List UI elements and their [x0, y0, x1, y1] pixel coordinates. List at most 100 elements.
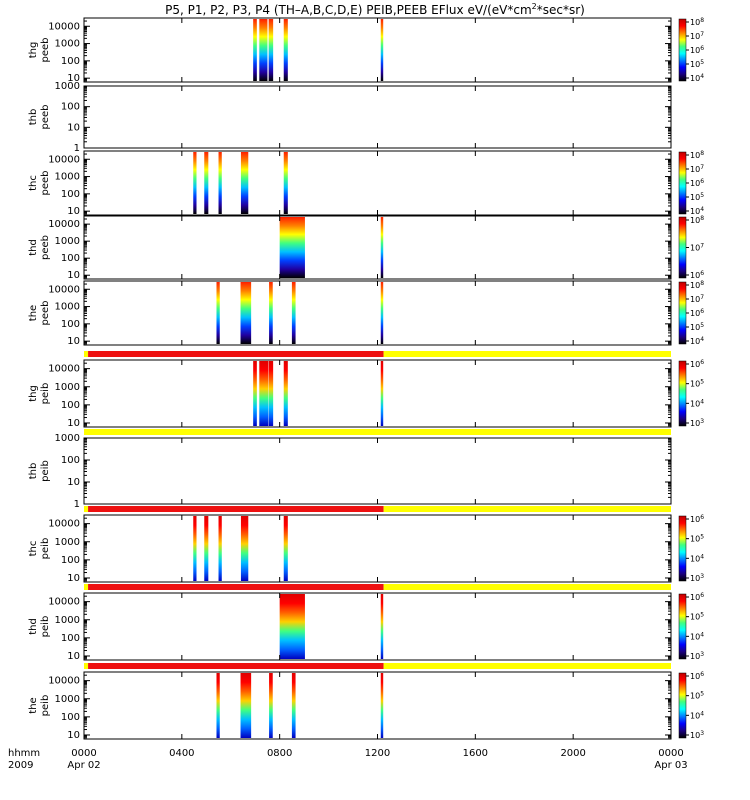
panel-ylabel-probe: thd	[28, 618, 39, 635]
y-tick-label: 1000	[55, 537, 80, 548]
colorbar-tick-label: 106	[690, 514, 704, 524]
state-bar-segment	[88, 584, 384, 590]
colorbar-exponent: 7	[700, 31, 704, 38]
plot-title-end: *sec*sr)	[537, 3, 585, 17]
colorbar-tick-label: 106	[690, 45, 704, 55]
colorbar-exponent: 4	[700, 73, 704, 80]
panel-ylabel-probe: thd	[28, 239, 39, 256]
colorbar-tick-label: 104	[690, 73, 704, 83]
colorbar-exponent: 5	[700, 59, 704, 66]
spectrogram-band	[269, 282, 273, 344]
colorbar-exponent: 8	[700, 215, 704, 222]
colorbar-exponent: 4	[700, 710, 704, 717]
y-tick-label: 1	[74, 143, 80, 154]
spectrogram-band	[240, 282, 252, 344]
x-tick-label: 0000	[658, 748, 683, 759]
x-tick-date-label: Apr 02	[67, 760, 100, 771]
y-tick-label: 100	[61, 633, 80, 644]
spectrogram-band	[240, 516, 249, 581]
colorbar-exponent: 5	[700, 534, 704, 541]
plot-title-superscript: 2	[532, 2, 537, 11]
y-tick-label: 10	[67, 477, 80, 488]
plot-title-main: P5, P1, P2, P3, P4 (TH–A,B,C,D,E) PEIB,P…	[165, 3, 532, 17]
panel-frame	[83, 671, 672, 740]
y-tick-label: 100	[61, 400, 80, 411]
colorbar-exponent: 5	[700, 322, 704, 329]
spectrogram-band	[240, 673, 252, 738]
panel-ylabel-probe: the	[28, 305, 39, 321]
colorbar-exponent: 5	[700, 192, 704, 199]
x-tick-label: 0400	[169, 748, 194, 759]
y-tick-label: 10000	[48, 519, 80, 530]
colorbar-exponent: 5	[700, 612, 704, 619]
colorbar	[678, 515, 687, 582]
panel-frame	[83, 592, 672, 661]
y-tick-label: 1000	[55, 172, 80, 183]
y-tick-label: 1000	[55, 382, 80, 393]
spectrogram-band	[380, 594, 384, 659]
y-tick-label: 1000	[55, 694, 80, 705]
spectrogram-band	[283, 516, 288, 581]
panel-ylabel-probe: thg	[28, 385, 39, 402]
colorbar-tick-label: 104	[690, 710, 704, 720]
spectrogram-band	[268, 361, 274, 426]
spectrogram-band	[259, 361, 269, 426]
colorbar	[678, 593, 687, 660]
colorbar-tick-label: 105	[690, 691, 704, 701]
colorbar-tick-label: 106	[690, 308, 704, 318]
colorbar-tick-label: 104	[690, 206, 704, 216]
spectrogram-band	[218, 516, 222, 581]
colorbar-exponent: 8	[700, 280, 704, 287]
panel-ylabel-product: peeb	[40, 301, 51, 326]
panel-ylabel-probe: thb	[28, 463, 39, 480]
colorbar-tick-label: 104	[690, 553, 704, 563]
colorbar-tick-label: 106	[690, 359, 704, 369]
panel-ylabel-product: peeb	[40, 235, 51, 260]
panel-frame	[83, 150, 672, 216]
colorbar-exponent: 4	[700, 206, 704, 213]
x-tick-date-label: Apr 03	[654, 760, 687, 771]
colorbar-tick-label: 105	[690, 612, 704, 622]
colorbar	[678, 360, 687, 427]
state-bar-segment	[84, 584, 89, 590]
panel-the-peeb: 10000 1000 100 10 the peeb 108 107 106 105 104	[28, 280, 704, 347]
colorbar-tick-label: 104	[690, 336, 704, 346]
colorbar-exponent: 6	[700, 359, 704, 366]
state-bar-segment	[383, 584, 671, 590]
y-tick-label: 10	[67, 73, 80, 84]
panel-ylabel-product: peib	[40, 538, 51, 560]
y-tick-label: 10000	[48, 364, 80, 375]
y-tick-label: 10000	[48, 154, 80, 165]
panel-ylabel-product: peib	[40, 383, 51, 405]
state-bar-segment	[88, 351, 384, 357]
colorbar-tick-label: 107	[690, 243, 704, 253]
colorbar-exponent: 6	[700, 45, 704, 52]
x-tick-label: 1200	[365, 748, 390, 759]
colorbar-exponent: 5	[700, 691, 704, 698]
y-tick-label: 10	[67, 336, 80, 347]
panel-the-peib: 10000 1000 100 10 the peib 106 105 104 103	[28, 663, 704, 741]
spectrogram-band	[279, 594, 305, 659]
panel-thg-peib: 10000 1000 100 10 thg peib 106 105 104 103	[28, 351, 704, 429]
state-bar-segment	[84, 506, 89, 512]
spectrogram-band	[291, 673, 296, 738]
spectrogram-band	[380, 217, 384, 278]
colorbar-tick-label: 103	[690, 573, 704, 583]
colorbar	[678, 216, 687, 279]
colorbar-tick-label: 106	[690, 592, 704, 602]
colorbar-exponent: 3	[700, 573, 704, 580]
colorbar-exponent: 3	[700, 730, 704, 737]
y-tick-label: 1000	[55, 615, 80, 626]
spectrogram-band	[204, 152, 209, 214]
colorbar-exponent: 3	[700, 418, 704, 425]
colorbar-tick-label: 108	[690, 215, 704, 225]
spectrogram-band	[291, 282, 296, 344]
colorbar	[678, 672, 687, 739]
state-bar-segment	[88, 506, 384, 512]
spectrogram-band	[216, 673, 220, 738]
colorbar-tick-label: 103	[690, 418, 704, 428]
spectrogram-band	[253, 361, 257, 426]
